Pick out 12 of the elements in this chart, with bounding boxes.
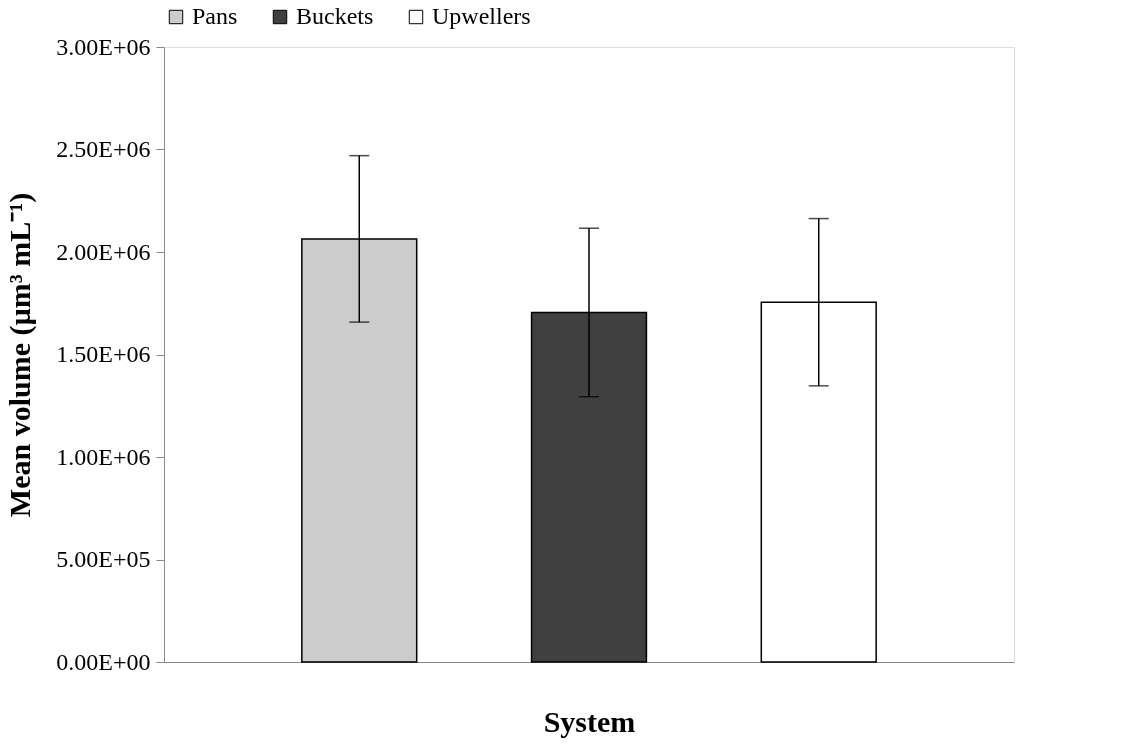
legend-label: Buckets (296, 3, 374, 29)
y-tick-label: 3.00E+06 (56, 33, 151, 60)
y-axis-title: Mean volume (µm³ mL⁻¹) (3, 192, 38, 518)
y-tick-label: 5.00E+05 (56, 546, 151, 572)
y-tick-label: 1.00E+06 (56, 443, 151, 470)
y-tick-label: 0.00E+00 (56, 648, 151, 675)
y-tick-label: 2.50E+06 (56, 136, 151, 162)
x-axis-title: System (543, 704, 636, 738)
legend-label: Upwellers (432, 3, 531, 29)
legend-label: Pans (192, 3, 238, 29)
y-tick-label: 2.00E+06 (56, 238, 151, 265)
y-tick-label: 1.50E+06 (56, 341, 151, 367)
